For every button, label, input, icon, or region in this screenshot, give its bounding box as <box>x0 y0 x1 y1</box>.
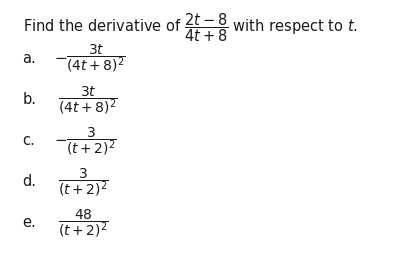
Text: $\dfrac{3}{(t+2)^2}$: $\dfrac{3}{(t+2)^2}$ <box>58 166 109 198</box>
Text: $\dfrac{3t}{(4t+8)^2}$: $\dfrac{3t}{(4t+8)^2}$ <box>58 84 117 115</box>
Text: $\dfrac{48}{(t+2)^2}$: $\dfrac{48}{(t+2)^2}$ <box>58 207 109 239</box>
Text: −: − <box>55 51 73 66</box>
Text: a.: a. <box>23 51 36 66</box>
Text: d.: d. <box>23 174 37 189</box>
Text: $\dfrac{3}{(t+2)^2}$: $\dfrac{3}{(t+2)^2}$ <box>66 125 117 157</box>
Text: c.: c. <box>23 133 35 148</box>
Text: b.: b. <box>23 92 37 107</box>
Text: Find the derivative of $\dfrac{2t-8}{4t+8}$ with respect to $t$.: Find the derivative of $\dfrac{2t-8}{4t+… <box>23 12 358 44</box>
Text: $\dfrac{3t}{(4t+8)^2}$: $\dfrac{3t}{(4t+8)^2}$ <box>66 43 125 74</box>
Text: −: − <box>55 133 73 148</box>
Text: e.: e. <box>23 215 36 230</box>
